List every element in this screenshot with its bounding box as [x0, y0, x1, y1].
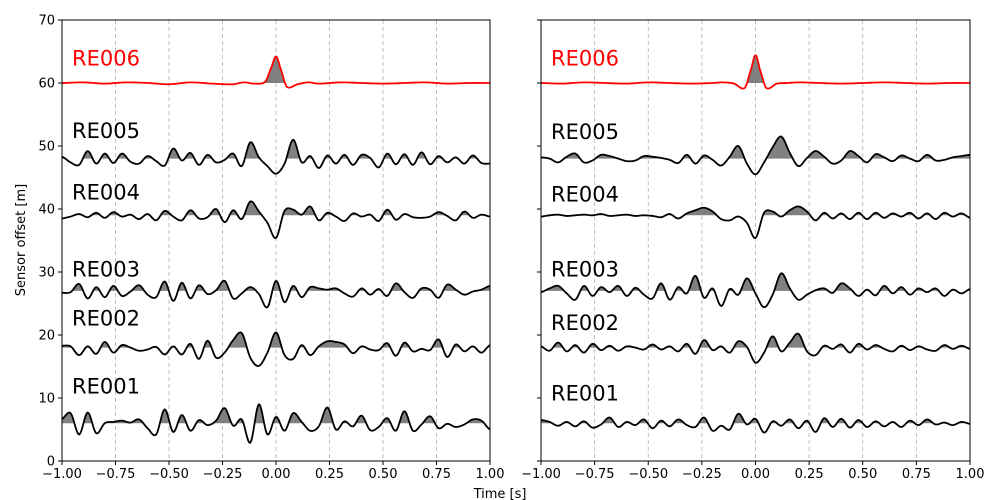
- y-tick-label: 70: [38, 14, 55, 29]
- trace-line-re002: [62, 331, 490, 367]
- trace-line-re001: [62, 403, 490, 444]
- trace-line-re005: [541, 135, 970, 176]
- trace-line-re002: [541, 332, 970, 364]
- trace-fill-re002: [62, 332, 490, 348]
- trace-fill-re001: [62, 404, 490, 424]
- trace-line-re006: [62, 55, 490, 89]
- traces-group: [62, 55, 490, 444]
- trace-fill-re005: [541, 136, 970, 159]
- trace-label-re003: RE003: [72, 257, 140, 281]
- x-tick-label: 0.75: [422, 467, 451, 482]
- trace-line-re006: [541, 54, 970, 90]
- x-tick-label: −0.75: [575, 467, 615, 482]
- y-tick-label: 50: [38, 140, 55, 155]
- x-tick-label: 0.00: [262, 467, 291, 482]
- y-tick-label: 30: [38, 266, 55, 281]
- y-tick-label: 10: [38, 392, 55, 407]
- trace-label-re004: RE004: [72, 181, 140, 205]
- trace-label-re006: RE006: [72, 46, 140, 70]
- trace-label-re002: RE002: [551, 311, 619, 335]
- x-tick-label: 0.50: [848, 467, 877, 482]
- x-tick-label: 1.00: [956, 467, 985, 482]
- x-tick-label: 0.25: [315, 467, 344, 482]
- trace-line-re001: [541, 412, 970, 434]
- y-tick-label: 0: [47, 455, 55, 470]
- x-tick-label: −0.50: [149, 467, 189, 482]
- trace-label-re003: RE003: [551, 257, 619, 281]
- trace-fill-re003: [541, 273, 970, 291]
- trace-fill-re006: [62, 56, 490, 83]
- trace-fill-re001: [541, 413, 970, 424]
- trace-fill-re003: [62, 280, 490, 291]
- trace-label-re004: RE004: [551, 182, 619, 206]
- trace-line-re004: [62, 200, 490, 239]
- x-tick-label: −0.75: [96, 467, 136, 482]
- y-tick-label: 40: [38, 203, 55, 218]
- x-tick-label: 0.25: [795, 467, 824, 482]
- trace-label-re001: RE001: [551, 382, 619, 406]
- left-panel: RE001 RE002 RE003 RE004 RE005 RE006 −1.00 −0.75…: [38, 14, 504, 483]
- trace-label-re002: RE002: [72, 307, 140, 331]
- x-tick-label: −0.25: [682, 467, 722, 482]
- x-tick-label: 0.75: [902, 467, 931, 482]
- x-tick-label: −0.50: [628, 467, 668, 482]
- trace-label-re005: RE005: [72, 119, 140, 143]
- trace-fill-re005: [62, 139, 490, 159]
- x-tick-label: 1.00: [476, 467, 505, 482]
- x-tick-label: 0.00: [741, 467, 770, 482]
- y-axis-label: Sensor offset [m]: [14, 184, 29, 296]
- right-panel: RE001 RE002 RE003 RE004 RE005 RE006 −1.00 −0.75…: [521, 19, 985, 482]
- trace-fill-re004: [541, 206, 970, 216]
- y-tick-label: 60: [38, 77, 55, 92]
- x-tick-label: 0.50: [369, 467, 398, 482]
- x-tick-label: −1.00: [42, 467, 82, 482]
- y-tick-label: 20: [38, 329, 55, 344]
- trace-line-re005: [62, 138, 490, 175]
- trace-label-re006: RE006: [551, 46, 619, 70]
- trace-line-re003: [62, 279, 490, 309]
- x-tick-label: −1.00: [521, 467, 561, 482]
- trace-label-re001: RE001: [72, 375, 140, 399]
- x-tick-label: −0.25: [203, 467, 243, 482]
- trace-line-re003: [541, 272, 970, 309]
- trace-label-re005: RE005: [551, 120, 619, 144]
- trace-fill-re006: [541, 55, 970, 83]
- traces-group: [541, 54, 970, 434]
- x-axis-label: Time [s]: [473, 487, 527, 500]
- trace-line-re004: [541, 205, 970, 239]
